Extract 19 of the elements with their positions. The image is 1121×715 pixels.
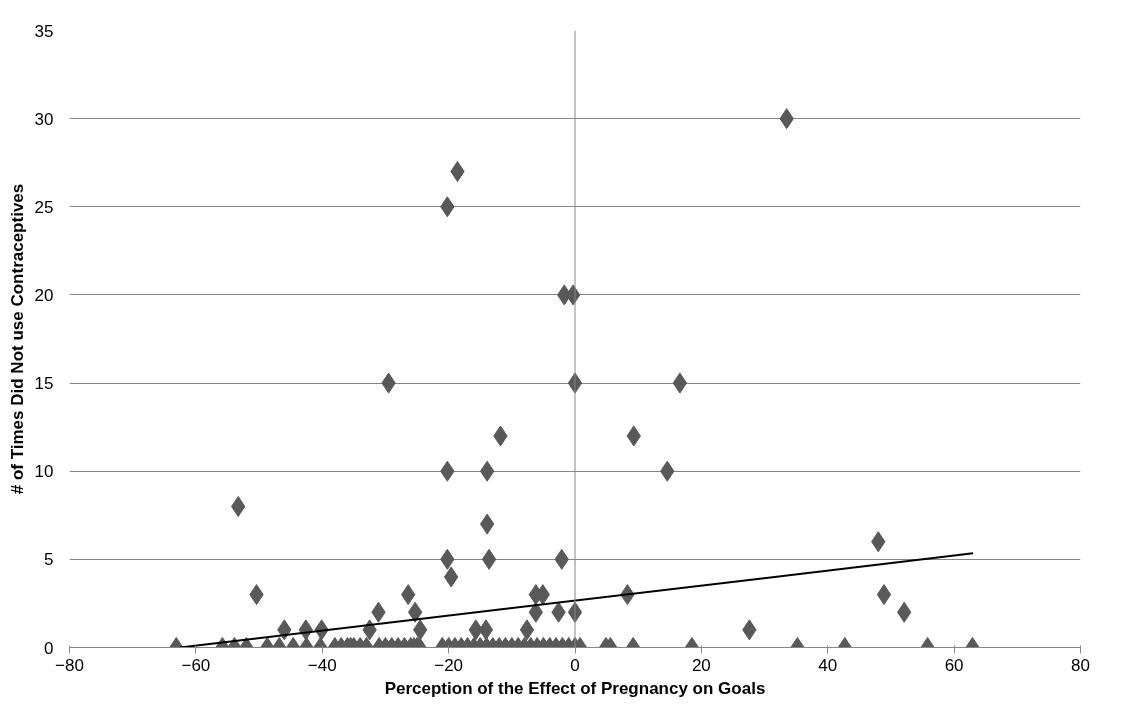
y-tick-label: 30 [34,109,54,129]
x-tick-label: 60 [944,655,964,675]
y-tick-label: 0 [44,638,54,658]
y-axis-title: # of Times Did Not use Contraceptives [7,183,27,495]
x-tick-label: −20 [434,655,464,675]
x-tick-label: 80 [1071,655,1090,675]
x-tick-label: −80 [55,655,84,675]
y-tick-label: 5 [44,550,54,570]
y-tick-label: 20 [34,285,54,305]
y-tick-label: 25 [34,197,54,217]
x-tick-label: 40 [818,655,838,675]
x-axis-title: Perception of the Effect of Pregnancy on Goals [384,678,766,698]
y-tick-label: 10 [34,462,54,482]
x-tick-label: −60 [181,655,211,675]
x-tick-label: 20 [691,655,711,675]
x-tick-label: 0 [570,655,580,675]
y-tick-label: 15 [34,374,54,394]
y-tick-label: 35 [34,21,54,41]
x-tick-label: −40 [307,655,337,675]
